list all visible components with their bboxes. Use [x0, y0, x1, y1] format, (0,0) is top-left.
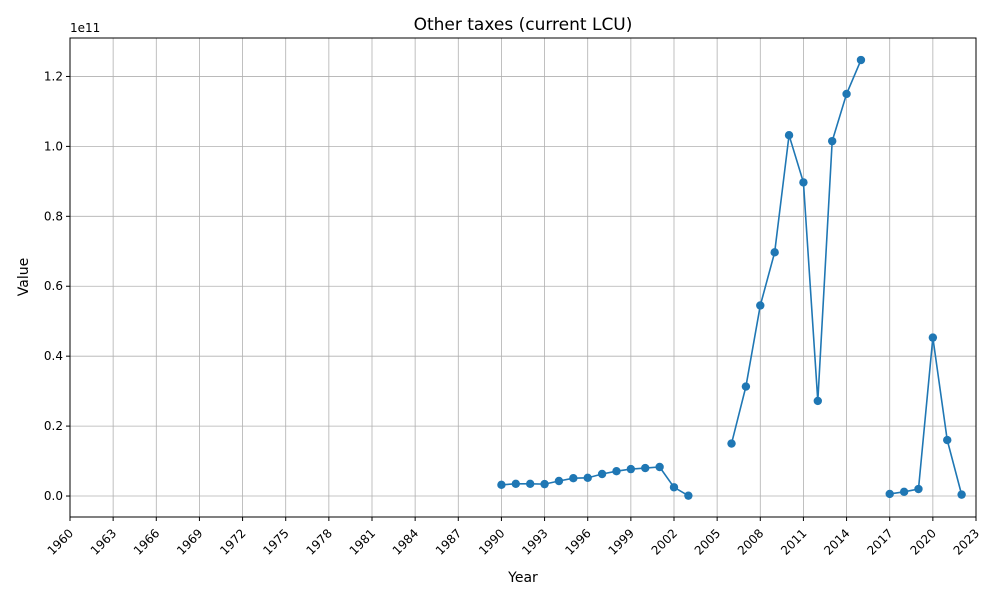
data-point — [827, 136, 837, 146]
x-tick-label: 1963 — [88, 526, 119, 557]
data-point — [928, 333, 938, 342]
x-axis-label: Year — [507, 570, 538, 586]
x-tick-label: 2020 — [907, 526, 938, 557]
chart-title: Other taxes (current LCU) — [414, 15, 633, 35]
x-tick-label: 2005 — [692, 526, 723, 557]
x-tick-label: 1996 — [562, 526, 593, 557]
data-point — [626, 464, 636, 474]
data-point — [641, 463, 650, 473]
data-point — [914, 484, 923, 494]
y-tick-label: 1.0 — [44, 139, 63, 153]
x-tick-label: 1960 — [45, 526, 76, 557]
x-tick-label: 2014 — [821, 526, 852, 557]
y-tick-label: 0.6 — [44, 279, 63, 293]
series-line — [730, 59, 862, 444]
x-tick-label: 1999 — [605, 526, 636, 557]
data-point — [957, 490, 966, 499]
x-tick-label: 1969 — [174, 526, 205, 557]
x-tick-label: 1966 — [131, 526, 162, 557]
series-line — [889, 337, 963, 495]
data-point — [511, 479, 521, 488]
x-tick-label: 1981 — [347, 526, 378, 557]
y-tick-label: 1.2 — [44, 69, 63, 83]
data-point — [540, 479, 549, 489]
x-tick-label: 1984 — [390, 526, 421, 557]
axis-ticks: 1960 1963 1966 1969 1972 1975 1978 1981 1984 1987… — [44, 69, 982, 557]
data-point — [684, 491, 693, 500]
data-point — [612, 466, 621, 476]
data-point — [497, 480, 506, 490]
data-point — [756, 301, 765, 310]
x-tick-label: 2008 — [735, 526, 766, 557]
data-point — [842, 89, 851, 99]
data-point — [885, 489, 894, 499]
x-tick-label: 1972 — [217, 526, 248, 557]
x-tick-label: 2002 — [649, 526, 680, 557]
data-point — [784, 130, 794, 140]
data-point — [554, 476, 564, 486]
data-point — [770, 248, 779, 257]
data-point — [727, 439, 736, 448]
x-tick-label: 2011 — [778, 526, 809, 557]
x-tick-label: 2017 — [864, 526, 895, 557]
y-tick-label: 0.0 — [44, 489, 63, 503]
grid — [69, 38, 977, 517]
data-series — [497, 55, 966, 500]
data-point — [669, 483, 679, 492]
plot-frame — [69, 37, 977, 518]
data-point — [597, 469, 607, 479]
x-tick-label: 1990 — [476, 526, 507, 557]
data-point — [799, 178, 808, 187]
data-point — [525, 479, 535, 488]
x-tick-label: 1987 — [433, 526, 464, 557]
data-point — [655, 462, 664, 472]
data-point — [569, 473, 578, 483]
y-tick-label: 0.2 — [44, 419, 63, 433]
x-tick-label: 2023 — [951, 526, 982, 557]
y-offset-label: 1e11 — [70, 21, 100, 35]
data-point — [899, 487, 909, 497]
x-tick-label: 1978 — [303, 526, 334, 557]
y-tick-label: 0.4 — [44, 349, 63, 363]
data-point — [856, 55, 866, 65]
data-point — [943, 435, 952, 445]
y-axis-label: Value — [16, 258, 32, 296]
y-tick-label: 0.8 — [44, 209, 63, 223]
data-point — [741, 382, 751, 391]
data-point — [583, 473, 592, 483]
x-tick-label: 1975 — [260, 526, 291, 557]
data-point — [813, 396, 823, 406]
x-tick-label: 1993 — [519, 526, 550, 557]
